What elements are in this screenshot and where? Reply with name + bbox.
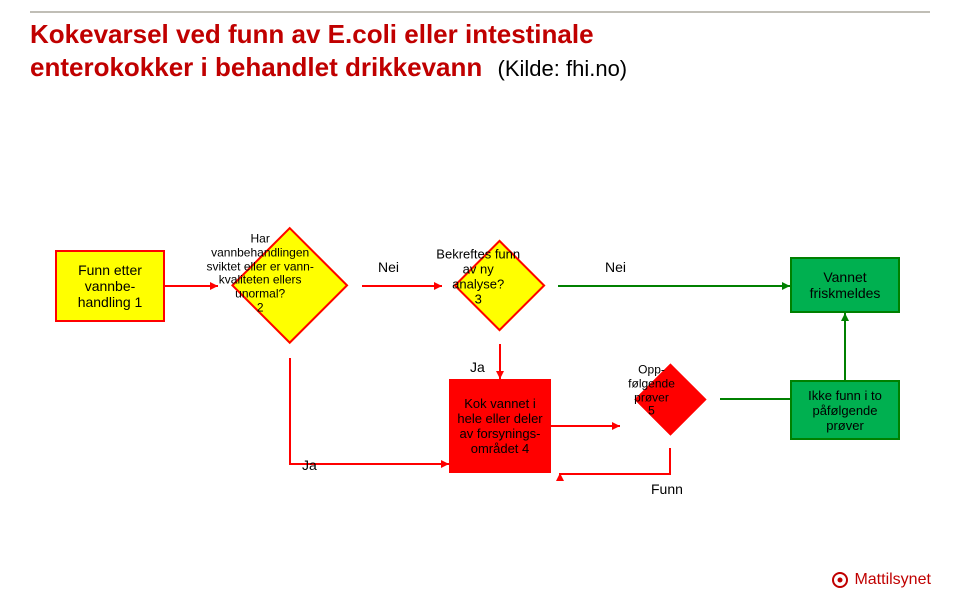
brand-logo: Mattilsynet <box>830 570 931 590</box>
svg-text:Nei: Nei <box>605 259 626 275</box>
node-decision-followup-shape: Opp-følgende prøver5 <box>634 363 706 435</box>
node-start-label: Funn etter vannbe-handling 1 <box>61 262 159 310</box>
title-underline <box>0 0 960 20</box>
node-result-nofind: Ikke funn i to påfølgende prøver <box>790 380 900 440</box>
node-decision-confirm-shape: Bekreftes funn av ny analyse?3 <box>454 240 546 332</box>
node-result-cleared: Vannet friskmeldes <box>790 257 900 313</box>
node-decision-confirm-label: Bekreftes funn av ny analyse?3 <box>436 247 521 307</box>
node-result-nofind-label: Ikke funn i to påfølgende prøver <box>796 388 894 433</box>
node-decision-treatment: Har vannbehandlingen sviktet eller er va… <box>231 227 349 345</box>
title-line1: Kokevarsel ved funn av E.coli eller inte… <box>30 19 594 49</box>
svg-text:Ja: Ja <box>302 457 317 473</box>
node-decision-confirm: Bekreftes funn av ny analyse?3 <box>454 240 546 332</box>
node-start: Funn etter vannbe-handling 1 <box>55 250 165 322</box>
title-line2: enterokokker i behandlet drikkevann <box>30 52 482 82</box>
node-action-boil-label: Kok vannet i hele eller deler av forsyni… <box>455 396 545 456</box>
node-decision-treatment-shape: Har vannbehandlingen sviktet eller er va… <box>231 227 349 345</box>
node-decision-followup-label: Opp-følgende prøver5 <box>618 363 684 418</box>
node-action-boil: Kok vannet i hele eller deler av forsyni… <box>449 379 551 473</box>
node-decision-followup: Opp-følgende prøver5 <box>634 363 706 435</box>
node-result-cleared-label: Vannet friskmeldes <box>796 269 894 301</box>
title-source: (Kilde: fhi.no) <box>498 56 628 81</box>
svg-text:Funn: Funn <box>651 481 683 497</box>
brand-label: Mattilsynet <box>854 571 930 588</box>
svg-text:Ja: Ja <box>470 359 485 375</box>
logo-icon <box>830 570 850 590</box>
svg-text:Nei: Nei <box>378 259 399 275</box>
page-title: Kokevarsel ved funn av E.coli eller inte… <box>30 18 627 83</box>
node-decision-treatment-label: Har vannbehandlingen sviktet eller er va… <box>205 232 316 315</box>
